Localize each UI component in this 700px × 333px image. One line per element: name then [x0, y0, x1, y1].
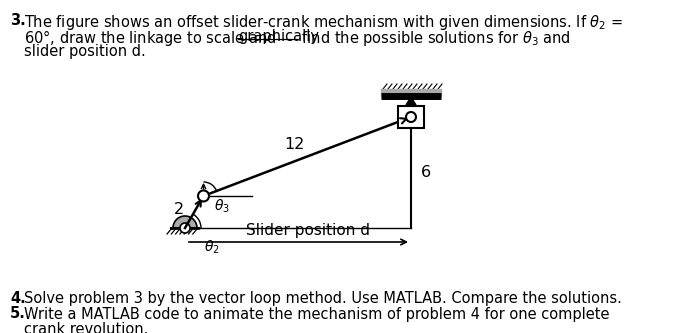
Polygon shape — [173, 216, 197, 228]
Text: Solve problem 3 by the vector loop method. Use MATLAB. Compare the solutions.: Solve problem 3 by the vector loop metho… — [24, 291, 622, 306]
Text: 60$°$, draw the linkage to scale and: 60$°$, draw the linkage to scale and — [24, 29, 278, 49]
Text: Write a MATLAB code to animate the mechanism of problem 4 for one complete: Write a MATLAB code to animate the mecha… — [24, 306, 610, 321]
Bar — [398, 106, 424, 128]
Text: $\theta_3$: $\theta_3$ — [214, 198, 230, 215]
Text: $\theta_2$: $\theta_2$ — [204, 239, 220, 256]
Text: 12: 12 — [284, 137, 304, 152]
Polygon shape — [406, 97, 416, 105]
Text: Slider position d: Slider position d — [246, 223, 370, 238]
Text: graphically: graphically — [238, 29, 319, 44]
Text: 6: 6 — [421, 165, 431, 180]
Text: 5.: 5. — [10, 306, 26, 321]
Text: 4.: 4. — [10, 291, 26, 306]
Circle shape — [198, 190, 209, 201]
Circle shape — [180, 223, 190, 233]
Text: The figure shows an offset slider-crank mechanism with given dimensions. If $\th: The figure shows an offset slider-crank … — [24, 13, 623, 32]
Text: slider position d.: slider position d. — [24, 44, 146, 59]
Text: 3.: 3. — [10, 13, 26, 28]
Text: find the possible solutions for $\theta_3$ and: find the possible solutions for $\theta_… — [297, 29, 570, 48]
Text: crank revolution.: crank revolution. — [24, 322, 148, 333]
Text: 2: 2 — [174, 202, 184, 217]
Circle shape — [406, 112, 416, 122]
